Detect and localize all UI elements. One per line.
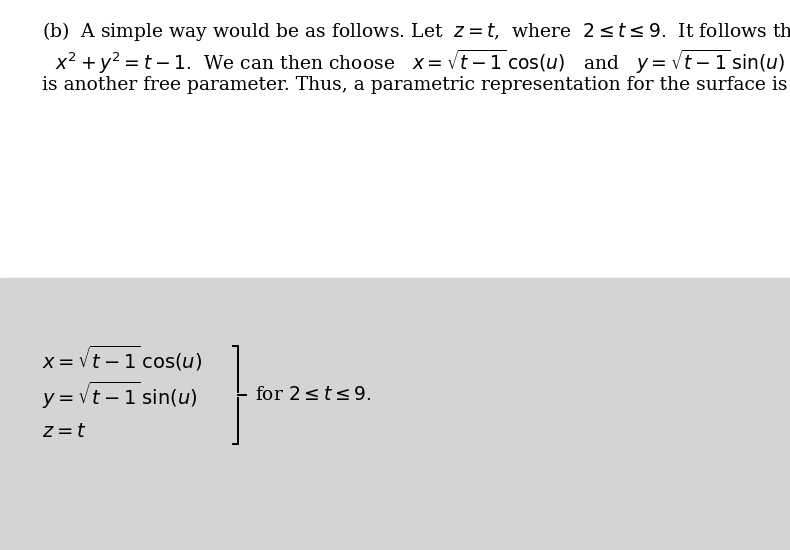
Text: for $2\leq t\leq 9$.: for $2\leq t\leq 9$.: [255, 386, 371, 404]
Text: $x = \sqrt{t-1}\,\cos(u)$: $x = \sqrt{t-1}\,\cos(u)$: [42, 343, 202, 372]
Text: (b)  A simple way would be as follows. Let  $z=t$,  where  $2\leq t\leq 9$.  It : (b) A simple way would be as follows. Le…: [42, 20, 790, 43]
Text: $x^2 + y^2 = t-1$.  We can then choose   $x = \sqrt{t-1}\,\cos(u)$   and   $y = : $x^2 + y^2 = t-1$. We can then choose $x…: [55, 48, 790, 76]
Text: $y = \sqrt{t-1}\,\sin(u)$: $y = \sqrt{t-1}\,\sin(u)$: [42, 379, 198, 411]
Bar: [0, 0, 790, 278]
Text: $z = t$: $z = t$: [42, 423, 86, 441]
Bar: [0, 278, 790, 550]
Text: is another free parameter. Thus, a parametric representation for the surface is : is another free parameter. Thus, a param…: [42, 76, 790, 94]
